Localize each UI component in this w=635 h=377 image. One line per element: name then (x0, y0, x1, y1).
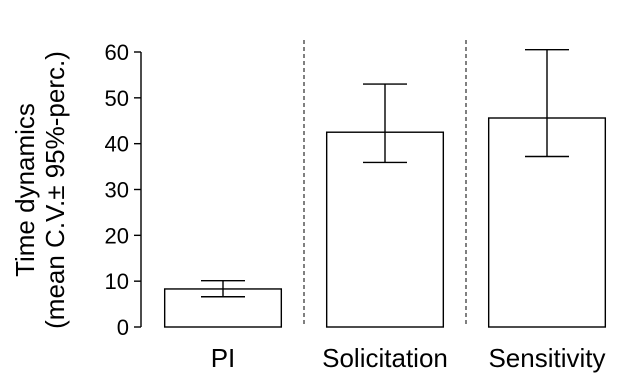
error-bar-sensitivity (525, 49, 569, 158)
y-tick-label: 30 (105, 178, 129, 203)
y-tick-label: 50 (105, 86, 129, 111)
category-label-solicitation: Solicitation (322, 343, 448, 373)
error-bar-solicitation (363, 83, 407, 164)
error-bars (201, 49, 569, 298)
y-tick-label: 0 (117, 315, 129, 340)
category-label-sensitivity: Sensitivity (488, 343, 605, 373)
y-axis-label: Time dynamics (10, 103, 40, 277)
category-labels: PI Solicitation Sensitivity (211, 343, 606, 373)
y-tick-label: 60 (105, 40, 129, 65)
bar-pi (163, 288, 283, 328)
y-tick-label: 40 (105, 132, 129, 157)
y-axis-ticks: 0 10 20 30 40 50 60 (105, 40, 141, 340)
group-dividers (303, 40, 467, 327)
bars (163, 117, 607, 328)
y-axis-sublabel: (mean C.V.± 95%-perc.) (40, 51, 70, 329)
error-bar-pi (201, 280, 245, 298)
y-tick-label: 20 (105, 223, 129, 248)
category-label-pi: PI (211, 343, 236, 373)
y-axis-title: Time dynamics (mean C.V.± 95%-perc.) (10, 51, 70, 329)
y-tick-label: 10 (105, 269, 129, 294)
